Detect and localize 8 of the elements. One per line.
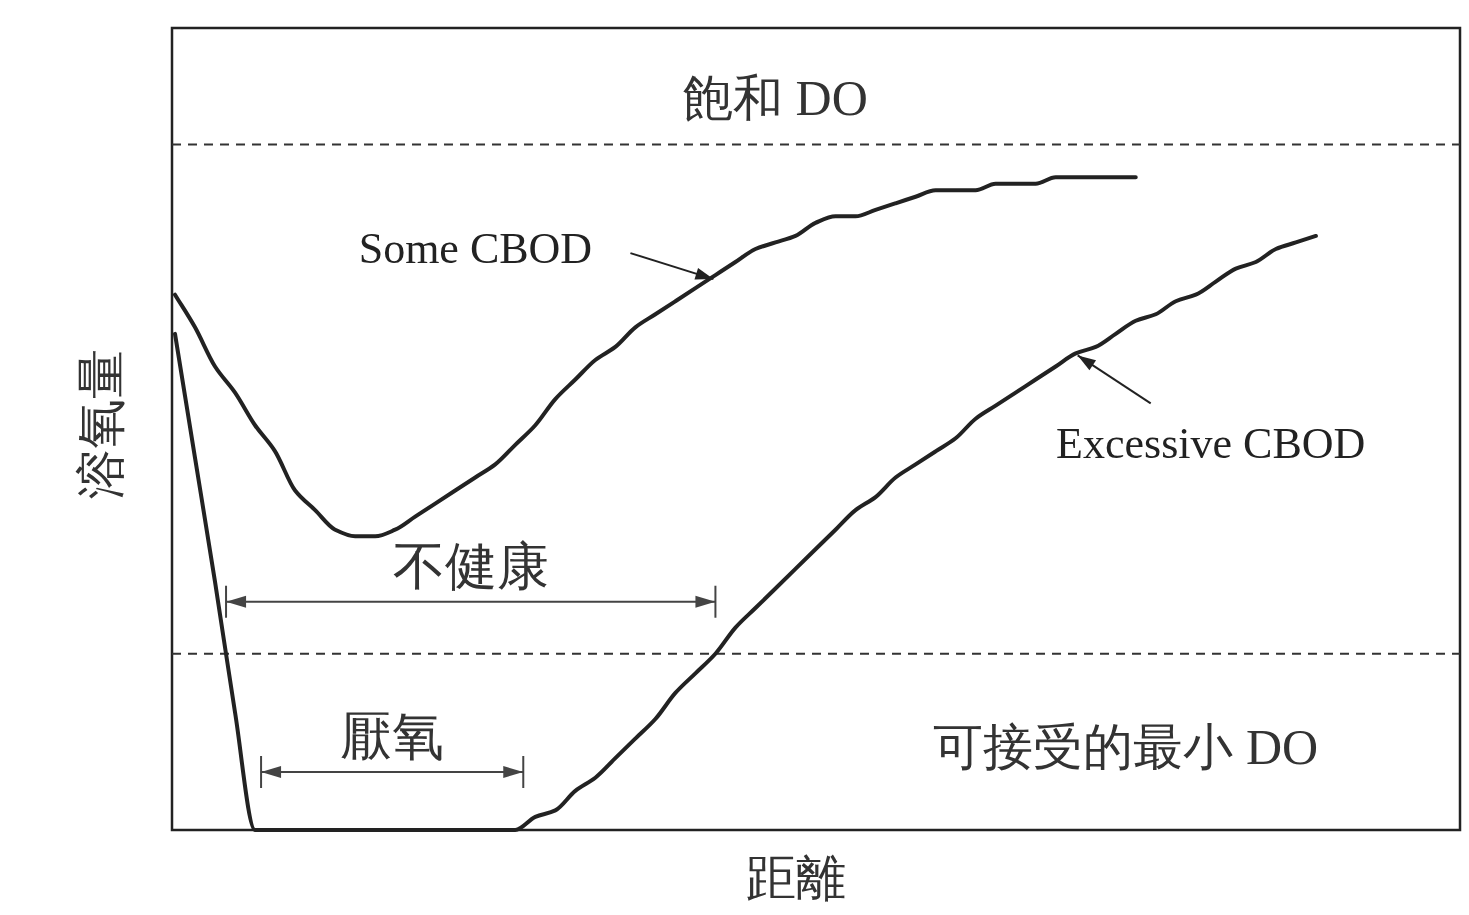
ref-line-label: 可接受的最小 DO — [933, 718, 1319, 775]
annotation: 不健康 — [392, 537, 549, 595]
y-axis-title: 溶氧量 — [73, 349, 129, 499]
ref-line-label: 飽和 DO — [683, 69, 868, 126]
annotation: 厭氧 — [340, 708, 445, 765]
legend-label: Some CBOD — [358, 224, 593, 274]
series-label: Excessive CBOD — [1056, 419, 1366, 469]
x-axis-title: 距離 — [746, 850, 846, 906]
